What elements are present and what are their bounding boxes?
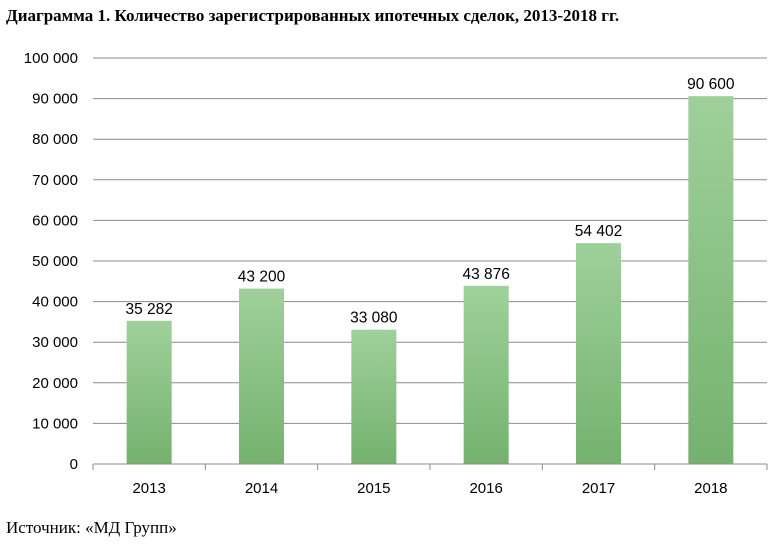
bar-2014 [239,288,284,464]
bar-2018 [688,96,734,464]
y-tick-label: 80 000 [32,131,78,148]
y-tick-label: 10 000 [32,415,78,432]
data-label-2016: 43 876 [462,266,509,283]
y-tick-label: 30 000 [32,334,78,351]
y-tick-label: 100 000 [24,50,78,67]
bar-2013 [126,320,172,464]
data-labels: 35 282 43 200 33 080 43 876 54 402 90 600 [125,76,734,327]
data-label-2014: 43 200 [238,269,286,286]
gridlines [93,57,767,424]
y-tick-label: 70 000 [32,172,78,189]
data-label-2018: 90 600 [687,76,735,93]
data-label-2015: 33 080 [350,310,398,327]
y-tick-label: 20 000 [32,375,78,392]
x-tick-label-2013: 2013 [132,480,165,497]
y-tick-label: 90 000 [32,91,78,108]
x-tick-label-2018: 2018 [694,480,727,497]
data-label-2013: 35 282 [125,301,172,318]
y-tick-label: 60 000 [32,212,78,229]
bar-2016 [463,285,509,464]
y-tick-label: 40 000 [32,294,78,311]
y-tick-label: 0 [70,456,78,473]
bars [126,96,734,464]
x-tick-label-2017: 2017 [582,480,615,497]
bar-2017 [576,243,621,464]
x-tick-label-2014: 2014 [245,480,278,497]
y-tick-label: 50 000 [32,253,78,270]
source-note: Источник: «МД Групп» [6,518,177,537]
bar-2015 [351,329,397,464]
x-axis: 2013 2014 2015 2016 2017 2018 [92,463,768,497]
x-tick-label-2016: 2016 [469,480,502,497]
data-label-2017: 54 402 [575,223,622,240]
x-tick-label-2015: 2015 [357,480,390,497]
chart-title: Диаграмма 1. Количество зарегистрированн… [6,6,620,25]
y-axis-ticks: 0 10 000 20 000 30 000 40 000 50 000 60 000 70 … [24,50,78,473]
